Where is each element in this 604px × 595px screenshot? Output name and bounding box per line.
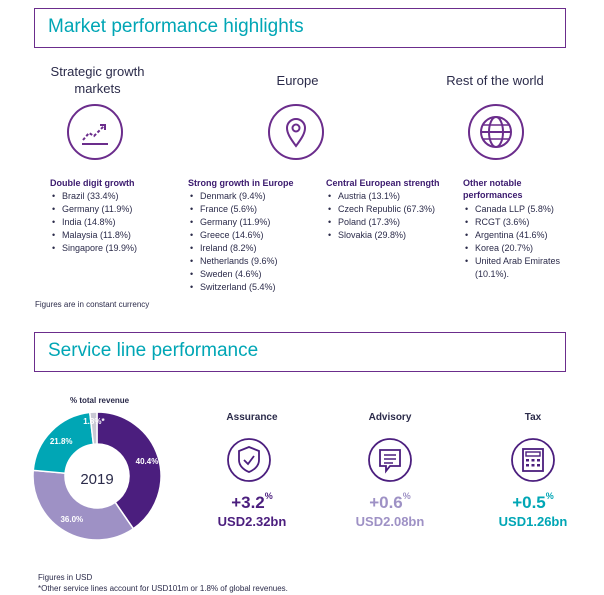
advisory-growth: +0.6% <box>348 491 432 513</box>
donut-label-assurance: 40.4% <box>136 457 159 466</box>
market-performance-header: Market performance highlights <box>34 8 566 48</box>
tax-revenue: USD1.26bn <box>498 514 568 529</box>
advisory-revenue: USD2.08bn <box>355 514 425 529</box>
central-european-list: Austria (13.1%) Czech Republic (67.3%) P… <box>326 190 435 242</box>
donut-label-advisory: 36.0% <box>60 515 83 524</box>
list-item: Malaysia (11.8%) <box>50 229 137 242</box>
central-european-heading: Central European strength <box>326 178 440 188</box>
rest-of-world-title: Rest of the world <box>446 73 544 88</box>
assurance-growth-value: +3.2 <box>231 493 265 512</box>
list-item: Germany (11.9%) <box>50 203 137 216</box>
list-item: Denmark (9.4%) <box>188 190 278 203</box>
double-digit-growth-heading: Double digit growth <box>50 178 135 188</box>
footnote-other-lines: *Other service lines account for USD101m… <box>38 584 288 593</box>
list-item: Czech Republic (67.3%) <box>326 203 435 216</box>
list-item: Austria (13.1%) <box>326 190 435 203</box>
list-item: France (5.6%) <box>188 203 278 216</box>
other-notable-list: Canada LLP (5.8%) RCGT (3.6%) Argentina … <box>463 203 570 281</box>
revenue-donut-chart: 40.4% 36.0% 21.8% 1.8%* 2019 <box>32 411 162 541</box>
donut-center-label: 2019 <box>80 471 113 488</box>
other-notable-heading: Other notable performances <box>463 178 523 200</box>
service-line-title: Service line performance <box>48 340 259 361</box>
market-performance-title: Market performance highlights <box>48 16 304 37</box>
advisory-growth-value: +0.6 <box>369 493 403 512</box>
donut-label-tax: 21.8% <box>50 437 73 446</box>
strong-growth-europe-list: Denmark (9.4%) France (5.6%) Germany (11… <box>188 190 278 294</box>
list-item: Canada LLP (5.8%) <box>463 203 570 216</box>
globe-icon <box>466 102 526 167</box>
list-item: Sweden (4.6%) <box>188 268 278 281</box>
tax-growth: +0.5% <box>491 491 575 513</box>
calculator-icon <box>510 437 556 488</box>
list-item: Slovakia (29.8%) <box>326 229 435 242</box>
list-item: Germany (11.9%) <box>188 216 278 229</box>
donut-caption: % total revenue <box>70 396 130 405</box>
europe-title: Europe <box>276 73 319 88</box>
strong-growth-europe-heading: Strong growth in Europe <box>188 178 294 188</box>
shield-check-icon <box>226 437 272 488</box>
assurance-revenue: USD2.32bn <box>217 514 287 529</box>
advisory-growth-unit: % <box>402 491 411 502</box>
tax-label: Tax <box>524 412 542 423</box>
advisory-label: Advisory <box>368 412 412 423</box>
assurance-growth: +3.2% <box>210 491 294 513</box>
constant-currency-note: Figures are in constant currency <box>35 300 150 309</box>
list-item: Switzerland (5.4%) <box>188 281 278 294</box>
donut-slice-advisory <box>32 469 135 541</box>
assurance-growth-unit: % <box>264 491 273 502</box>
service-line-header: Service line performance <box>34 332 566 372</box>
list-item: United Arab Emirates (10.1%). <box>463 255 570 281</box>
strategic-growth-title-text: Strategic growth markets <box>50 64 145 96</box>
list-item: Netherlands (9.6%) <box>188 255 278 268</box>
list-item: Greece (14.6%) <box>188 229 278 242</box>
double-digit-growth-list: Brazil (33.4%) Germany (11.9%) India (14… <box>50 190 137 255</box>
list-item: India (14.8%) <box>50 216 137 229</box>
assurance-label: Assurance <box>226 412 278 423</box>
list-item: Argentina (41.6%) <box>463 229 570 242</box>
list-item: Singapore (19.9%) <box>50 242 137 255</box>
tax-growth-unit: % <box>545 491 554 502</box>
donut-slice-assurance <box>96 411 162 530</box>
list-item: RCGT (3.6%) <box>463 216 570 229</box>
tax-growth-value: +0.5 <box>512 493 546 512</box>
donut-slice-other <box>88 411 98 446</box>
donut-label-other: 1.8%* <box>83 417 105 426</box>
chat-bubble-icon <box>367 437 413 488</box>
list-item: Brazil (33.4%) <box>50 190 137 203</box>
footnote-usd: Figures in USD <box>38 573 93 582</box>
strategic-growth-title: Strategic growth markets <box>35 63 160 97</box>
list-item: Ireland (8.2%) <box>188 242 278 255</box>
location-pin-icon <box>266 102 326 167</box>
list-item: Korea (20.7%) <box>463 242 570 255</box>
growth-chart-icon <box>65 102 125 167</box>
list-item: Poland (17.3%) <box>326 216 435 229</box>
